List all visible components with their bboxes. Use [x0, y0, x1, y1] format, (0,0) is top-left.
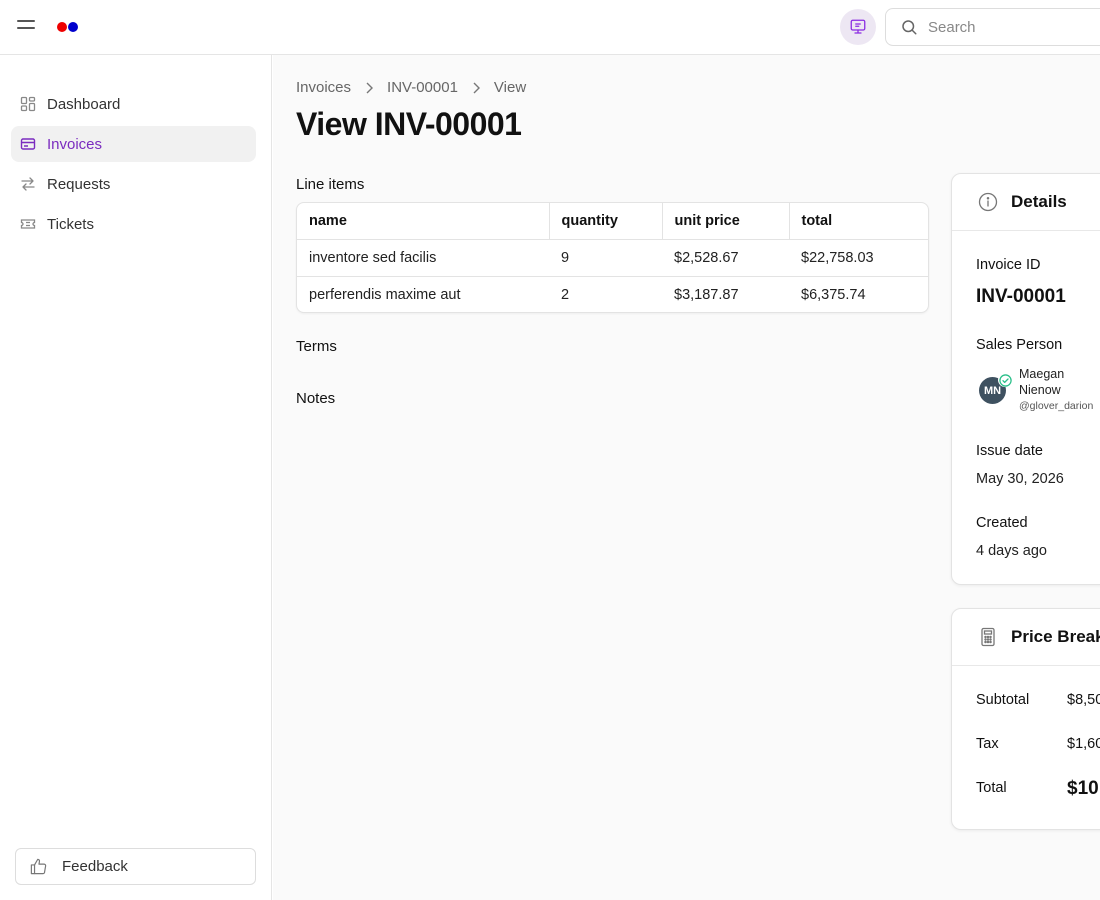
monitor-button[interactable]: [840, 9, 876, 45]
table-cell: perferendis maxime aut: [309, 286, 461, 303]
column-header: quantity: [549, 203, 663, 240]
page-title: View INV-00001: [296, 106, 522, 142]
table-cell: 2: [561, 286, 570, 303]
sidebar-item-invoices[interactable]: Invoices: [11, 126, 256, 162]
price-breakdown-card: Price Breakdown Subtotal $8,50 Tax $1,60…: [951, 608, 1100, 830]
main-content: Invoices INV-00001 View View INV-00001 L…: [273, 55, 1100, 900]
sales-person-handle: @glover_darion: [1019, 400, 1094, 412]
sidebar-item-dashboard[interactable]: Dashboard: [11, 86, 256, 122]
ticket-icon: [20, 216, 36, 232]
issue-date-label: Issue date: [976, 443, 1043, 459]
column-header: total: [789, 203, 928, 240]
column-header: unit price: [662, 203, 790, 240]
arrows-swap-icon: [20, 176, 36, 192]
invoice-id-label: Invoice ID: [976, 257, 1041, 273]
thumbs-up-icon: [30, 858, 47, 875]
line-items-label: Line items: [296, 176, 365, 193]
sidebar-item-label: Tickets: [47, 215, 94, 233]
price-breakdown-header: Price Breakdown: [952, 609, 1100, 666]
table-cell: $2,528.67: [662, 239, 789, 277]
breadcrumb-view: View: [493, 79, 527, 96]
breadcrumb-invoice-id[interactable]: INV-00001: [387, 79, 458, 96]
issue-date-value: May 30, 2026: [976, 471, 1064, 487]
feedback-button[interactable]: Feedback: [15, 848, 256, 885]
table-row: perferendis maxime aut 2 $3,187.87 $6,37…: [297, 276, 928, 312]
sidebar-item-tickets[interactable]: Tickets: [11, 206, 256, 242]
table-header-row: name quantity unit price total: [297, 203, 928, 240]
details-title: Details: [1011, 192, 1067, 211]
hamburger-menu-icon[interactable]: [17, 20, 35, 34]
breadcrumb-invoices[interactable]: Invoices: [296, 79, 352, 96]
price-breakdown-title: Price Breakdown: [1011, 627, 1100, 646]
tax-label: Tax: [976, 736, 999, 752]
calculator-icon: [981, 627, 995, 647]
table-cell: $3,187.87: [674, 286, 739, 303]
sales-person-name[interactable]: Maegan Nienow: [1019, 367, 1065, 397]
table-row: inventore sed facilis 9 $2,528.67 $22,75…: [297, 239, 928, 277]
sidebar-item-label: Requests: [47, 175, 111, 193]
sidebar: Dashboard Invoices Requests Tickets Feed…: [0, 55, 272, 900]
total-value: $10,: [1067, 778, 1100, 799]
sidebar-item-requests[interactable]: Requests: [11, 166, 256, 202]
total-label: Total: [976, 780, 1007, 796]
line-items-table: name quantity unit price total inventore…: [296, 202, 929, 313]
monitor-icon: [850, 19, 866, 34]
feedback-label: Feedback: [62, 858, 128, 875]
table-cell: $22,758.03: [789, 239, 928, 277]
chevron-right-icon: [471, 82, 481, 94]
search-input[interactable]: [928, 18, 1088, 36]
details-card-header: Details: [952, 174, 1100, 231]
chevron-right-icon: [364, 82, 374, 94]
tax-value: $1,60: [1067, 736, 1100, 752]
subtotal-label: Subtotal: [976, 692, 1030, 708]
notes-label: Notes: [296, 390, 336, 407]
column-header: name: [297, 203, 550, 240]
verified-check-icon: [998, 373, 1012, 387]
sidebar-item-label: Dashboard: [47, 95, 121, 113]
breadcrumb: Invoices INV-00001 View: [296, 79, 526, 96]
table-cell: $6,375.74: [801, 286, 866, 303]
avatar[interactable]: MN: [979, 377, 1006, 404]
sidebar-item-label: Invoices: [47, 135, 103, 153]
table-cell: 9: [549, 239, 662, 277]
info-icon: [978, 192, 998, 212]
search-box[interactable]: [885, 8, 1100, 46]
table-cell: inventore sed facilis: [297, 239, 549, 277]
invoice-id-value: INV-00001: [976, 286, 1066, 307]
terms-label: Terms: [296, 338, 337, 355]
top-bar: [0, 0, 1100, 55]
search-icon: [902, 20, 917, 35]
created-value: 4 days ago: [976, 543, 1047, 559]
sales-person-label: Sales Person: [976, 337, 1063, 353]
details-card: Details Invoice ID INV-00001 Sales Perso…: [951, 173, 1100, 585]
invoice-icon: [20, 136, 36, 152]
logo[interactable]: [57, 22, 81, 32]
dashboard-icon: [20, 96, 36, 112]
subtotal-value: $8,50: [1067, 692, 1100, 708]
created-label: Created: [976, 515, 1028, 531]
